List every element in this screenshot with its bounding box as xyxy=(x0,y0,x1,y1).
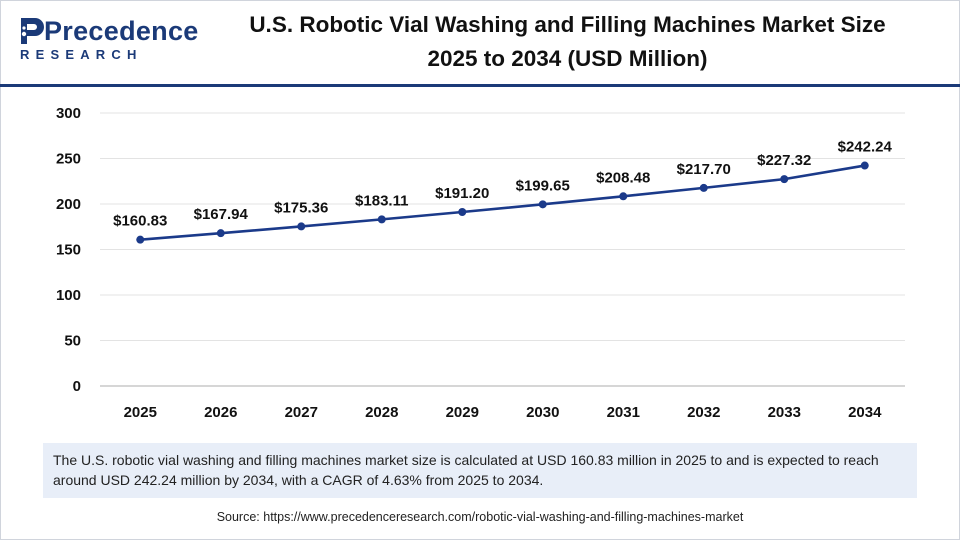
logo-mark-icon xyxy=(21,18,44,44)
x-tick-label-2028: 2028 xyxy=(365,404,398,421)
data-point-2025 xyxy=(136,235,145,244)
y-tick-label-200: 200 xyxy=(56,196,81,213)
line-chart: 0 50 100 150 200 250 300 2025 2026 2027 2028 2029 20… xyxy=(56,105,905,421)
chart-title-line1: U.S. Robotic Vial Washing and Filling Ma… xyxy=(249,12,886,37)
source-note: Source: https://www.precedenceresearch.c… xyxy=(216,510,744,524)
series-line xyxy=(140,164,865,241)
chart-caption: The U.S. robotic vial washing and fillin… xyxy=(43,443,917,498)
x-tick-label-2030: 2030 xyxy=(526,404,559,421)
y-tick-label-0: 0 xyxy=(73,378,81,395)
data-label-2027: $175.36 xyxy=(274,199,328,216)
data-point-2030 xyxy=(538,200,547,209)
data-label-2031: $208.48 xyxy=(596,169,650,186)
brand-logo: Precedence RESEARCH xyxy=(18,12,198,68)
x-tick-label-2026: 2026 xyxy=(204,404,237,421)
data-point-2034 xyxy=(860,161,869,170)
x-tick-label-2034: 2034 xyxy=(848,404,882,421)
y-tick-label-50: 50 xyxy=(64,333,81,350)
data-point-2032 xyxy=(699,183,708,192)
y-tick-label-100: 100 xyxy=(56,287,81,304)
x-tick-label-2025: 2025 xyxy=(124,404,157,421)
data-label-2033: $227.32 xyxy=(757,152,811,169)
data-point-2028 xyxy=(377,215,386,224)
data-point-2026 xyxy=(216,229,225,238)
x-tick-label-2027: 2027 xyxy=(285,404,318,421)
data-label-2032: $217.70 xyxy=(677,161,731,178)
brand-name: Precedence xyxy=(44,16,199,46)
x-tick-label-2033: 2033 xyxy=(768,404,801,421)
chart-title-line2: 2025 to 2034 (USD Million) xyxy=(427,46,708,71)
data-point-2031 xyxy=(619,192,628,201)
data-label-2034: $242.24 xyxy=(838,139,893,156)
y-tick-label-300: 300 xyxy=(56,105,81,122)
x-tick-label-2029: 2029 xyxy=(446,404,479,421)
data-label-2030: $199.65 xyxy=(516,177,570,194)
data-point-2033 xyxy=(780,175,789,184)
title-divider xyxy=(0,84,960,87)
chart-title: U.S. Robotic Vial Washing and Filling Ma… xyxy=(175,8,960,76)
x-tick-label-2032: 2032 xyxy=(687,404,720,421)
data-label-2026: $167.94 xyxy=(194,206,249,223)
data-label-2028: $183.11 xyxy=(355,192,408,209)
y-tick-label-250: 250 xyxy=(56,151,81,168)
data-label-2029: $191.20 xyxy=(435,185,489,202)
y-tick-label-150: 150 xyxy=(56,242,81,259)
data-point-2027 xyxy=(297,222,306,231)
brand-subtitle: RESEARCH xyxy=(20,47,143,62)
x-tick-label-2031: 2031 xyxy=(607,404,640,421)
data-label-2025: $160.83 xyxy=(113,213,167,230)
data-point-2029 xyxy=(458,208,467,217)
